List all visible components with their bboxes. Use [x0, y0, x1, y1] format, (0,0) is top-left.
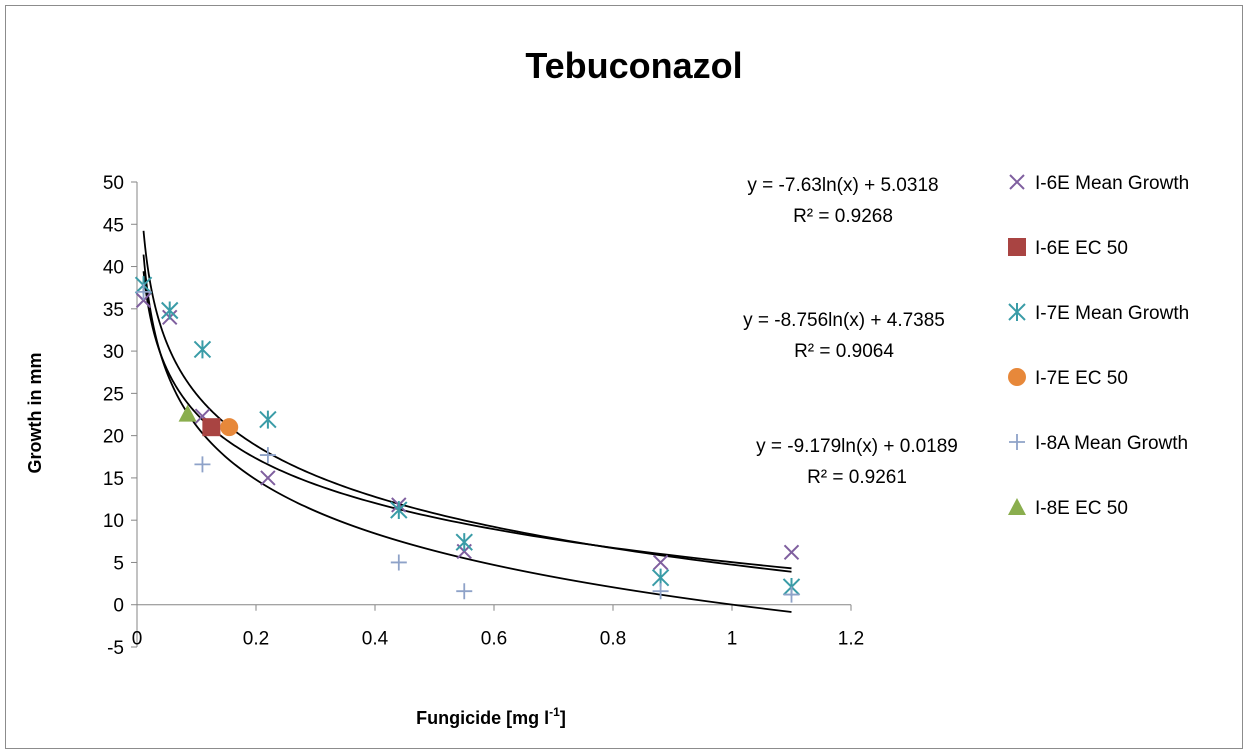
data-point: [260, 470, 276, 486]
data-point: [456, 583, 473, 600]
series-6: [178, 404, 197, 422]
chart-frame: Tebuconazol -5 0 5 10 15 20 25 30 35 40 45 50 0 0.2 0.…: [5, 5, 1243, 749]
legend-marker: [1009, 434, 1025, 450]
r2-2: R² = 0.9064: [794, 341, 894, 362]
data-point: [259, 447, 276, 464]
legend-marker: [1008, 498, 1026, 515]
data-points: [134, 276, 801, 603]
data-point: [194, 456, 211, 473]
legend-marker: [1008, 368, 1026, 386]
data-point: [202, 418, 221, 437]
x-axis-label-end: ]: [560, 708, 566, 728]
data-point: [783, 586, 800, 603]
y-tick-label: 35: [103, 300, 124, 321]
legend-item: I-8A Mean Growth: [1009, 433, 1188, 454]
legend-item: I-7E Mean Growth: [1008, 303, 1189, 324]
legend-item: I-6E EC 50: [1008, 238, 1128, 259]
x-axis-label-main: Fungicide [mg l: [416, 708, 549, 728]
x-axis-label-sup: -1: [549, 705, 560, 719]
series-4: [220, 418, 239, 437]
data-point: [161, 301, 179, 320]
data-point: [390, 554, 407, 571]
y-tick-label: -5: [107, 638, 124, 659]
equation-2: y = -8.756ln(x) + 4.7385: [743, 310, 945, 331]
x-tick-label: 0: [132, 629, 143, 650]
x-tick-label: 0.4: [362, 629, 389, 650]
y-tick-label: 10: [103, 511, 124, 532]
trendline-1: [142, 271, 792, 570]
data-point: [220, 418, 239, 437]
trendline-equations: y = -7.63ln(x) + 5.0318 R² = 0.9268 y = …: [743, 175, 958, 488]
series-5: [135, 283, 800, 603]
y-tick-label: 45: [103, 215, 124, 236]
scatter-chart: Tebuconazol -5 0 5 10 15 20 25 30 35 40 45 50 0 0.2 0.…: [25, 45, 1189, 728]
data-point: [455, 533, 473, 552]
x-tick-label: 0.6: [481, 629, 507, 650]
equation-1: y = -7.63ln(x) + 5.0318: [747, 175, 938, 196]
y-axis-label: Growth in mm: [25, 353, 45, 474]
y-tick-label: 30: [103, 342, 124, 363]
x-tick-label: 0.2: [243, 629, 269, 650]
legend-marker: [1008, 238, 1026, 256]
y-tick-label: 15: [103, 469, 124, 490]
data-point: [135, 283, 152, 300]
y-tick-label: 50: [103, 173, 124, 194]
y-tick-label: 0: [113, 596, 124, 617]
chart-title: Tebuconazol: [525, 45, 742, 86]
y-tick-label: 40: [103, 258, 124, 279]
legend-label: I-7E Mean Growth: [1035, 303, 1189, 324]
data-point: [259, 410, 277, 429]
r2-1: R² = 0.9268: [793, 206, 893, 227]
data-point: [135, 292, 152, 309]
data-point: [193, 340, 212, 359]
axes: -5 0 5 10 15 20 25 30 35 40 45 50 0 0.2 0.4 0.6 0.8 1 1.2: [103, 173, 864, 659]
x-axis-label: Fungicide [mg l-1]: [416, 705, 566, 728]
data-point: [652, 583, 669, 600]
legend-item: I-6E Mean Growth: [1009, 173, 1189, 194]
legend-label: I-8A Mean Growth: [1035, 433, 1188, 454]
data-point: [783, 544, 800, 561]
legend-label: I-6E EC 50: [1035, 238, 1128, 259]
x-tick-label: 1.2: [838, 629, 864, 650]
y-tick-label: 25: [103, 384, 124, 405]
legend-marker: [1009, 174, 1025, 190]
y-tick-label: 5: [113, 553, 124, 574]
x-tick-label: 0.8: [600, 629, 626, 650]
legend-marker: [1008, 303, 1026, 321]
legend: I-6E Mean Growth I-6E EC 50 I-7E Mean Grow…: [1008, 173, 1189, 519]
series-2: [202, 418, 221, 437]
r2-3: R² = 0.9261: [807, 467, 907, 488]
legend-label: I-6E Mean Growth: [1035, 173, 1189, 194]
data-point: [390, 501, 408, 520]
legend-label: I-7E EC 50: [1035, 368, 1128, 389]
data-point: [178, 404, 197, 422]
y-tick-label: 20: [103, 427, 124, 448]
data-point: [652, 554, 669, 571]
equation-3: y = -9.179ln(x) + 0.0189: [756, 436, 958, 457]
legend-item: I-7E EC 50: [1008, 368, 1128, 389]
trendline-2: [142, 230, 792, 573]
legend-label: I-8E EC 50: [1035, 498, 1128, 519]
x-tick-label: 1: [727, 629, 738, 650]
legend-item: I-8E EC 50: [1008, 498, 1128, 519]
